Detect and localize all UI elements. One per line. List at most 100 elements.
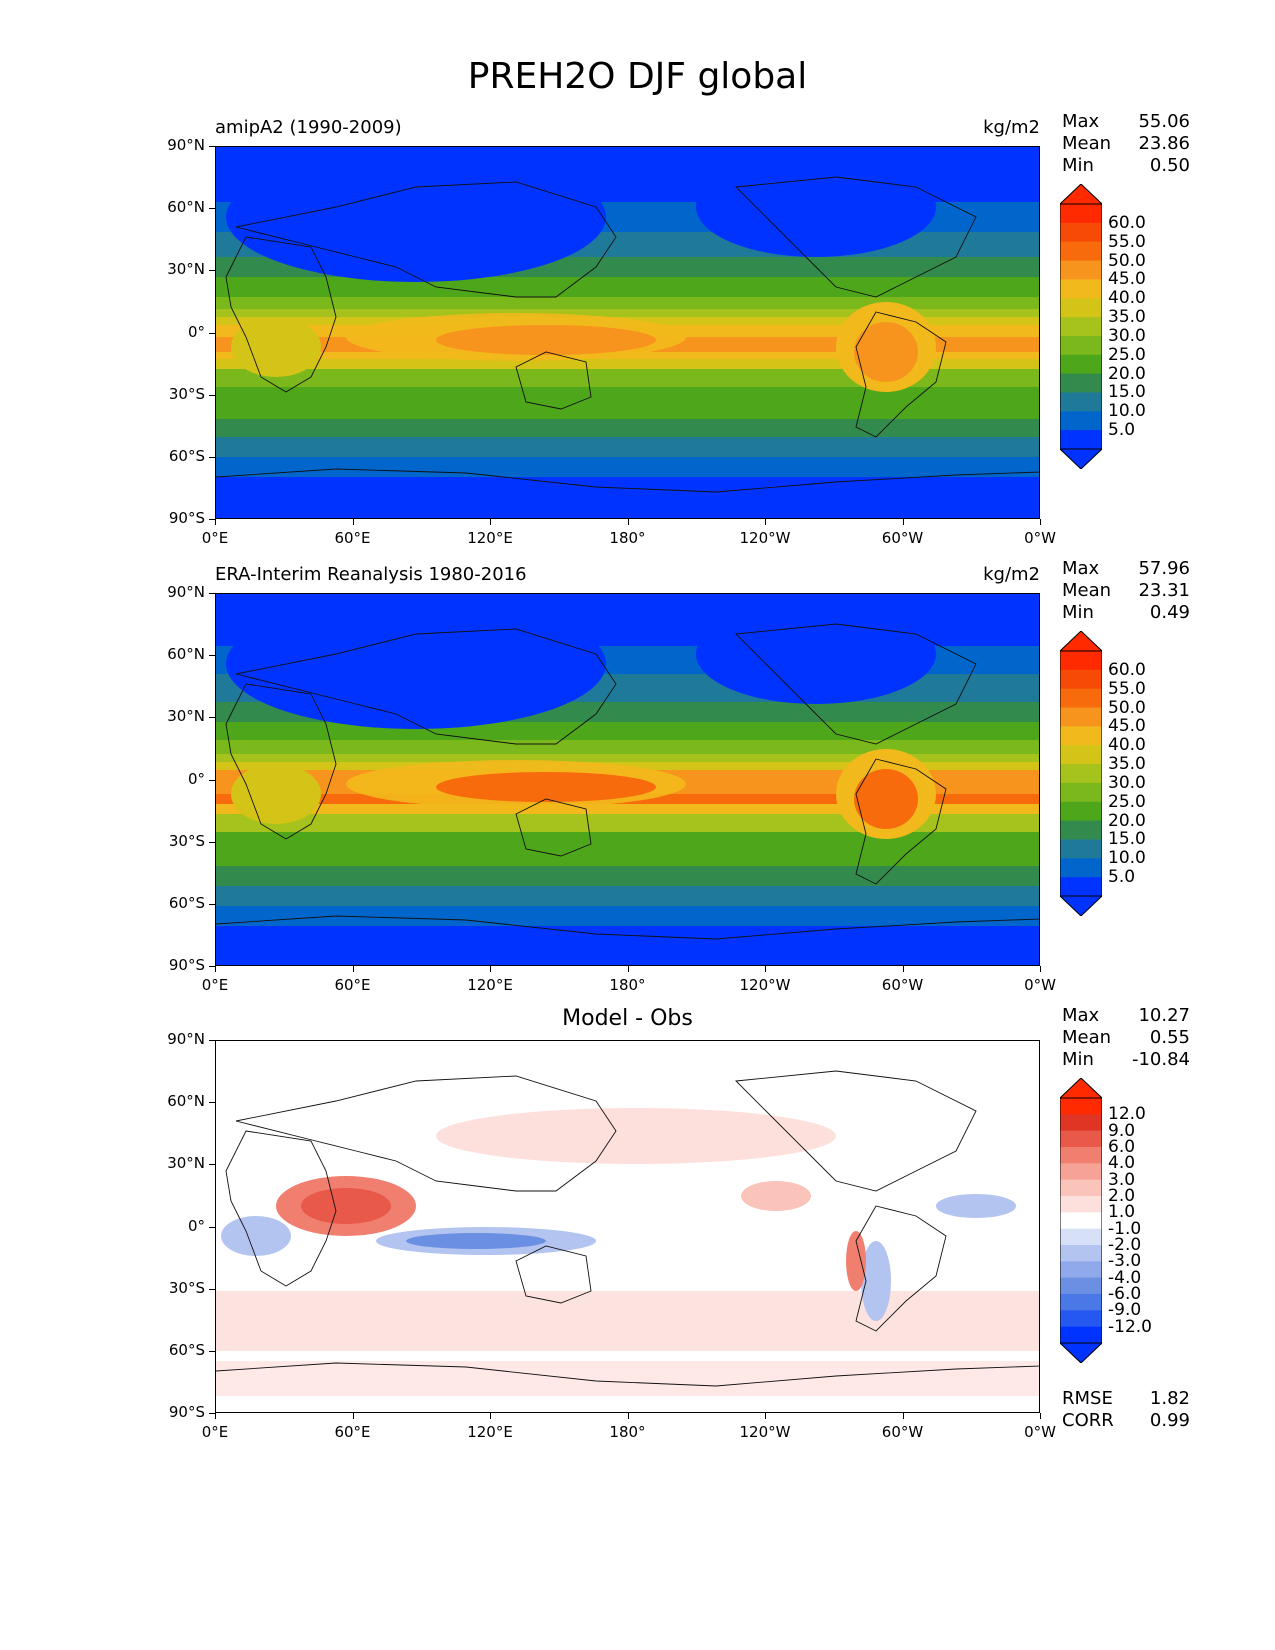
figure-title: PREH2O DJF global <box>467 56 808 97</box>
colorbar-label: 10.0 <box>1108 848 1146 869</box>
colorbar-label: 60.0 <box>1108 212 1146 233</box>
lat-tick-label: 0° <box>187 1216 205 1235</box>
tick-mark <box>209 1350 215 1352</box>
lon-tick-label: 60°W <box>881 976 924 994</box>
tick-mark <box>209 903 215 905</box>
colorbar-label: 1.0 <box>1108 1202 1136 1223</box>
tick-mark <box>765 966 766 972</box>
colorbar-segment <box>1060 392 1102 412</box>
colorbar-label: 50.0 <box>1108 697 1146 718</box>
colorbar-segment <box>1060 688 1102 709</box>
colorbar-segment <box>1060 373 1102 393</box>
tick-mark <box>902 966 904 972</box>
tick-mark <box>490 1413 491 1419</box>
lon-tick-label: 60°E <box>334 529 371 547</box>
colorbar-label: 35.0 <box>1108 754 1146 775</box>
panel-title: amipA2 (1990-2009) <box>215 117 402 138</box>
stat-label: Mean <box>1062 580 1112 601</box>
stat-label: Min <box>1062 155 1094 176</box>
tick-mark <box>209 146 215 147</box>
colorbar-segment <box>1060 669 1102 690</box>
tick-mark <box>627 519 629 525</box>
colorbar-label: 2.0 <box>1108 1186 1136 1206</box>
stat-value: 0.49 <box>1149 602 1190 623</box>
colorbar-label: 3.0 <box>1108 1169 1136 1190</box>
colorbar-segment <box>1060 1196 1102 1213</box>
colorbar-segment <box>1060 204 1102 224</box>
tick-mark <box>209 593 215 594</box>
lat-tick-label: 90°S <box>168 509 205 527</box>
colorbar-label: 12.0 <box>1108 1104 1146 1125</box>
lon-tick-label: 60°E <box>334 1423 371 1441</box>
tick-mark <box>209 270 215 272</box>
lon-tick-label: 120°E <box>467 529 513 547</box>
colorbar-label: -1.0 <box>1108 1218 1142 1239</box>
lon-tick-label: 60°W <box>881 529 924 547</box>
stat-label: Min <box>1062 1049 1094 1070</box>
colorbar-segment <box>1060 241 1102 262</box>
stats-block: Max 55.06 Mean 23.86 Min 0.50 <box>1062 111 1190 181</box>
colorbar-segment <box>1060 335 1102 356</box>
tick-mark <box>209 1288 215 1290</box>
colorbar-segment <box>1060 1261 1102 1279</box>
stat-label: CORR <box>1062 1410 1114 1431</box>
stat-label: Max <box>1062 558 1100 579</box>
lon-tick-label: 120°E <box>467 976 513 994</box>
lon-tick-label: 180° <box>609 1423 646 1441</box>
stats-block: Max 10.27 Mean 0.55 Min -10.84 <box>1062 1005 1190 1075</box>
lon-tick-label: 60°E <box>334 976 371 994</box>
colorbar-label: -6.0 <box>1108 1284 1142 1304</box>
colorbar-segment <box>1060 279 1102 299</box>
stat-value: 10.27 <box>1138 1005 1190 1026</box>
tick-mark <box>209 655 215 657</box>
colorbar-segment <box>1060 1130 1102 1148</box>
colorbar <box>1060 1078 1102 1363</box>
colorbar-label: 35.0 <box>1108 307 1146 328</box>
lat-tick-label: 60°N <box>167 198 205 217</box>
panel-title: ERA-Interim Reanalysis 1980-2016 <box>215 564 527 585</box>
stat-label: Max <box>1062 111 1100 132</box>
colorbar-label: 45.0 <box>1108 716 1146 737</box>
colorbar-label: 30.0 <box>1108 772 1146 793</box>
colorbar-label: 50.0 <box>1108 250 1146 271</box>
lat-tick-label: 60°N <box>167 1092 205 1111</box>
colorbar-segment <box>1060 1147 1102 1164</box>
colorbar-label: 40.0 <box>1108 288 1146 309</box>
colorbar-label: 4.0 <box>1108 1153 1136 1174</box>
tick-mark <box>352 966 354 972</box>
colorbar-label: 45.0 <box>1108 269 1146 290</box>
stat-value: 55.06 <box>1138 111 1190 132</box>
colorbar-segment <box>1060 782 1102 803</box>
colorbar-segment <box>1060 1310 1102 1328</box>
colorbar-segment <box>1060 726 1102 746</box>
colorbar <box>1060 184 1102 469</box>
lat-tick-label: 60°S <box>168 893 205 912</box>
map-plot <box>215 1040 1040 1413</box>
tick-mark <box>209 1413 215 1414</box>
colorbar <box>1060 631 1102 916</box>
colorbar-segment <box>1060 651 1102 671</box>
colorbar-label: -3.0 <box>1108 1251 1142 1272</box>
tick-mark <box>209 332 215 334</box>
colorbar-label: 25.0 <box>1108 344 1146 365</box>
colorbar-segment <box>1060 298 1102 318</box>
units-label: kg/m2 <box>983 117 1040 138</box>
colorbar-segment <box>1060 1326 1102 1344</box>
tick-mark <box>209 1102 215 1104</box>
colorbar-label: 25.0 <box>1108 791 1146 812</box>
colorbar-label: 5.0 <box>1108 420 1136 441</box>
stat-value: 1.82 <box>1149 1388 1190 1409</box>
lat-tick-label: 90°S <box>168 1403 205 1421</box>
stat-label: Max <box>1062 1005 1100 1026</box>
stat-value: 23.31 <box>1138 580 1190 601</box>
lat-tick-label: 30°S <box>168 1278 205 1297</box>
tick-mark <box>209 394 215 396</box>
lat-tick-label: 90°N <box>167 1030 205 1048</box>
colorbar-segment <box>1060 430 1102 450</box>
lon-tick-label: 60°W <box>881 1423 924 1441</box>
colorbar-segment <box>1060 707 1102 727</box>
stat-value: -10.84 <box>1131 1049 1190 1070</box>
map-plot <box>215 593 1040 966</box>
